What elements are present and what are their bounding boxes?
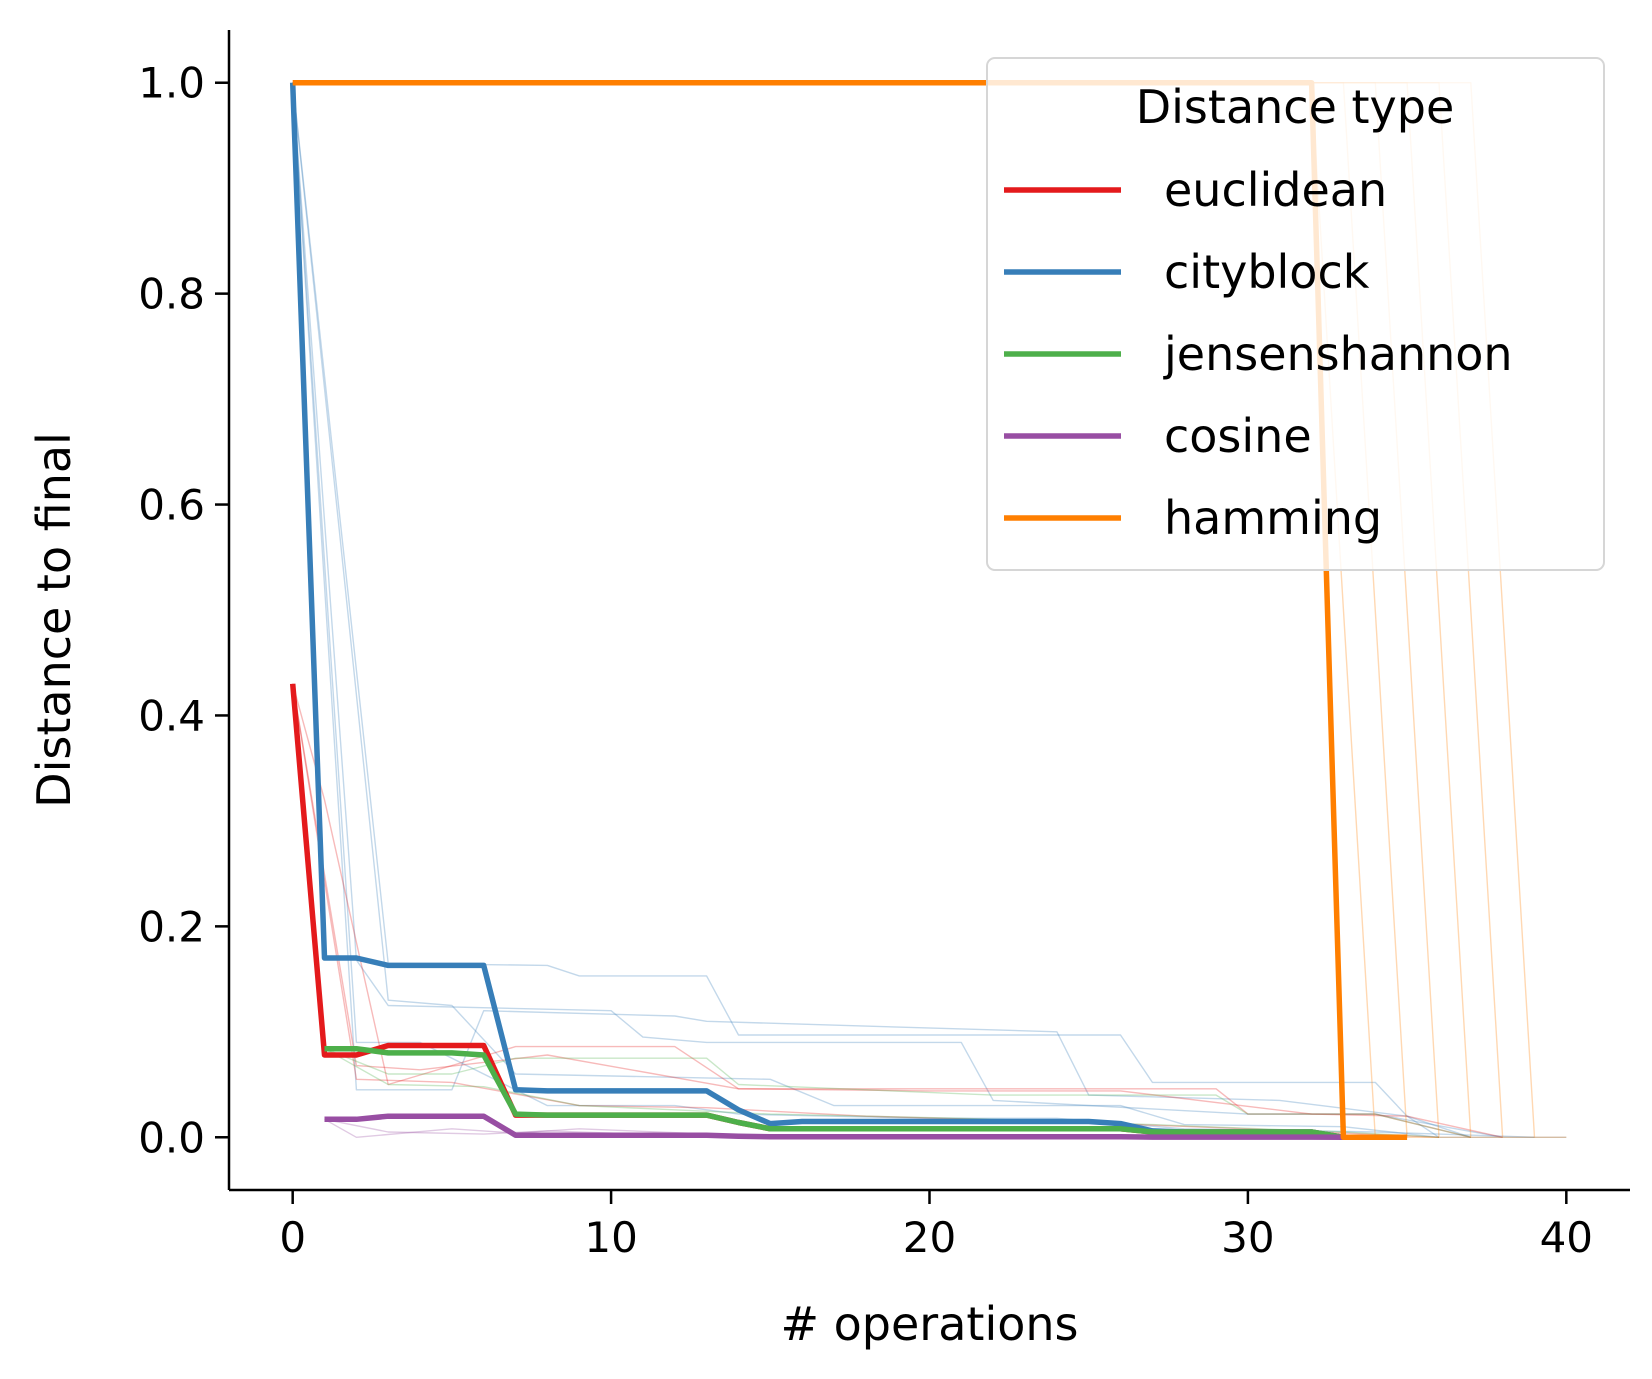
plot-area (289, 79, 1567, 1141)
background-trace-5 (292, 683, 1471, 1138)
legend-title: Distance type (1136, 80, 1455, 134)
y-tick-label: 1.0 (138, 59, 205, 108)
series-line-cosine (324, 1113, 1344, 1141)
background-trace-0 (292, 82, 1567, 1139)
y-tick-label: 0.2 (138, 902, 205, 951)
legend-label-jensenshannon: jensenshannon (1163, 327, 1513, 381)
background-trace-6 (292, 683, 1503, 1138)
background-trace-7 (292, 683, 1440, 1138)
y-tick-label: 0.4 (138, 691, 205, 740)
y-tick-label: 0.0 (138, 1113, 205, 1162)
axes: 0 10 20 30 40 0.0 0.2 0.4 0.6 0.8 1.0 (138, 30, 1630, 1262)
x-ticks: 0 10 20 30 40 (279, 1190, 1593, 1262)
x-tick-label: 40 (1540, 1213, 1593, 1262)
background-trace-3 (292, 82, 1440, 1138)
series-line-euclidean (289, 683, 1344, 1141)
background-trace-1 (292, 82, 1503, 1138)
x-tick-label: 0 (279, 1213, 306, 1262)
legend-label-cityblock: cityblock (1164, 245, 1370, 299)
background-trace-2 (292, 82, 1472, 1138)
series-lines (289, 79, 1408, 1141)
legend-frame (986, 57, 1605, 571)
legend-items: euclidean cityblock jensenshannon cosine ham… (1004, 163, 1513, 545)
background-trace-8 (324, 1048, 1471, 1138)
legend-label-hamming: hamming (1164, 491, 1382, 545)
x-axis-label: # operations (781, 1297, 1079, 1351)
series-line-jensenshannon (324, 1045, 1344, 1141)
x-tick-label: 10 (584, 1213, 637, 1262)
x-tick-label: 20 (903, 1213, 956, 1262)
legend-label-cosine: cosine (1164, 409, 1312, 463)
y-axis-label: Distance to final (27, 432, 81, 808)
series-line-hamming (292, 79, 1408, 1141)
y-ticks: 0.0 0.2 0.4 0.6 0.8 1.0 (138, 59, 229, 1162)
legend: Distance type euclidean cityblock jensensh… (986, 57, 1605, 571)
y-tick-label: 0.6 (138, 481, 205, 530)
legend-label-euclidean: euclidean (1164, 163, 1387, 217)
x-tick-label: 30 (1221, 1213, 1274, 1262)
y-tick-label: 0.8 (138, 270, 205, 319)
